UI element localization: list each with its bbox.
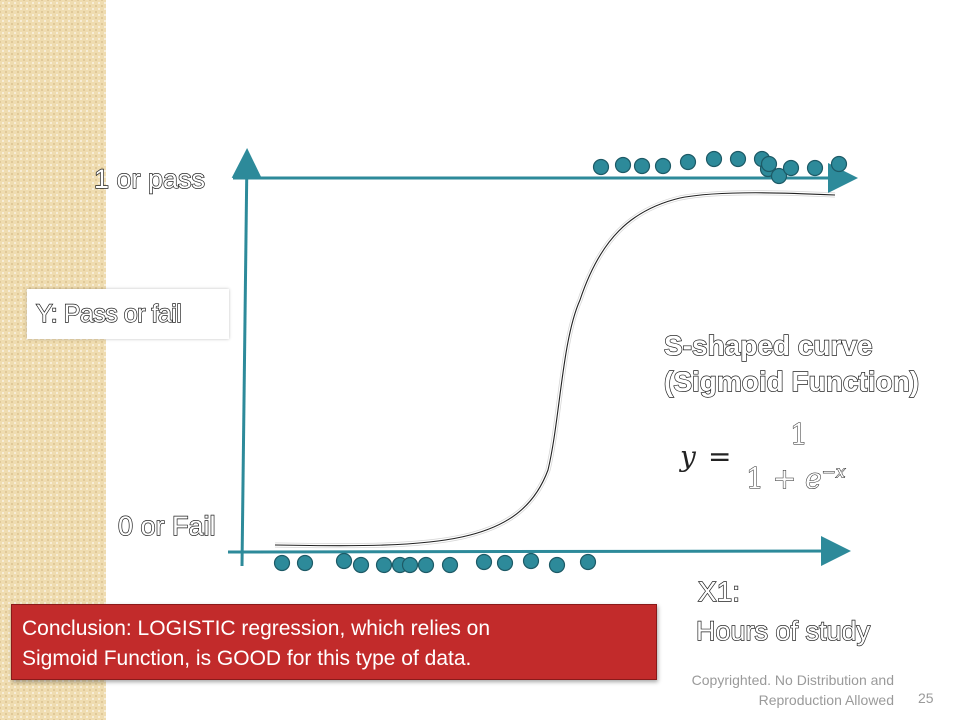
decorative-sidebar bbox=[0, 0, 106, 720]
fail-point bbox=[579, 553, 597, 571]
y-axis-title-box: Y: Pass or fail bbox=[27, 289, 229, 339]
formula-lhs: y bbox=[680, 440, 696, 473]
curve-caption-line2: (Sigmoid Function) bbox=[663, 365, 920, 397]
fail-point bbox=[522, 552, 540, 570]
conclusion-line2: Sigmoid Function, is GOOD for this type … bbox=[22, 647, 472, 670]
pass-point bbox=[830, 155, 848, 173]
sigmoid-curve-group bbox=[274, 190, 836, 549]
fail-point bbox=[296, 554, 314, 572]
pass-point bbox=[770, 167, 788, 185]
sigmoid-curve bbox=[274, 192, 836, 547]
fail-point bbox=[273, 554, 291, 572]
pass-point bbox=[782, 159, 800, 177]
pass-point bbox=[679, 153, 697, 171]
formula-denominator: 1 + e−x bbox=[745, 462, 846, 496]
pass-point bbox=[806, 159, 824, 177]
fail-point bbox=[417, 556, 435, 574]
formula-denominator-base: 1 + bbox=[745, 462, 806, 496]
x-axis-title-box: X1: Hours of study bbox=[686, 568, 906, 658]
y-top-label: 1 or pass bbox=[93, 163, 206, 194]
fail-point bbox=[496, 554, 514, 572]
copyright-line1: Copyrighted. No Distribution and bbox=[691, 672, 894, 688]
pass-point bbox=[729, 150, 747, 168]
formula-equals: = bbox=[708, 440, 732, 473]
fail-point bbox=[375, 556, 393, 574]
fail-point bbox=[352, 556, 370, 574]
y-bottom-label: 0 or Fail bbox=[117, 510, 216, 541]
pass-point bbox=[760, 155, 778, 173]
conclusion-line1: Conclusion: LOGISTIC regression, which r… bbox=[22, 617, 491, 640]
y-axis-title: Y: Pass or fail bbox=[35, 299, 182, 328]
x-axis-title-line1: X1: bbox=[697, 575, 741, 607]
y-axis bbox=[231, 148, 262, 567]
fail-point bbox=[441, 556, 459, 574]
curve-caption-line1: S-shaped curve bbox=[663, 329, 873, 361]
pass-point bbox=[633, 157, 651, 175]
pass-point bbox=[654, 157, 672, 175]
formula-denominator-exponent: −x bbox=[821, 462, 846, 483]
conclusion-box: Conclusion: LOGISTIC regression, which r… bbox=[11, 604, 657, 680]
pass-point bbox=[705, 150, 723, 168]
x-axis-title-line2: Hours of study bbox=[695, 615, 871, 646]
copyright-notice: Copyrighted. No Distribution and Reprodu… bbox=[692, 670, 894, 710]
pass-point bbox=[614, 156, 632, 174]
page-number: 25 bbox=[918, 690, 934, 706]
pass-point bbox=[592, 158, 610, 176]
fail-point bbox=[401, 556, 419, 574]
formula-denominator-e: e bbox=[805, 462, 823, 496]
x-axis bbox=[227, 536, 851, 567]
axes-group bbox=[227, 148, 858, 567]
formula-numerator: 1 bbox=[790, 418, 809, 452]
fail-point bbox=[548, 556, 566, 574]
points-group bbox=[273, 150, 848, 574]
copyright-line2: Reproduction Allowed bbox=[758, 692, 894, 708]
fail-point bbox=[335, 552, 353, 570]
fail-point bbox=[475, 553, 493, 571]
